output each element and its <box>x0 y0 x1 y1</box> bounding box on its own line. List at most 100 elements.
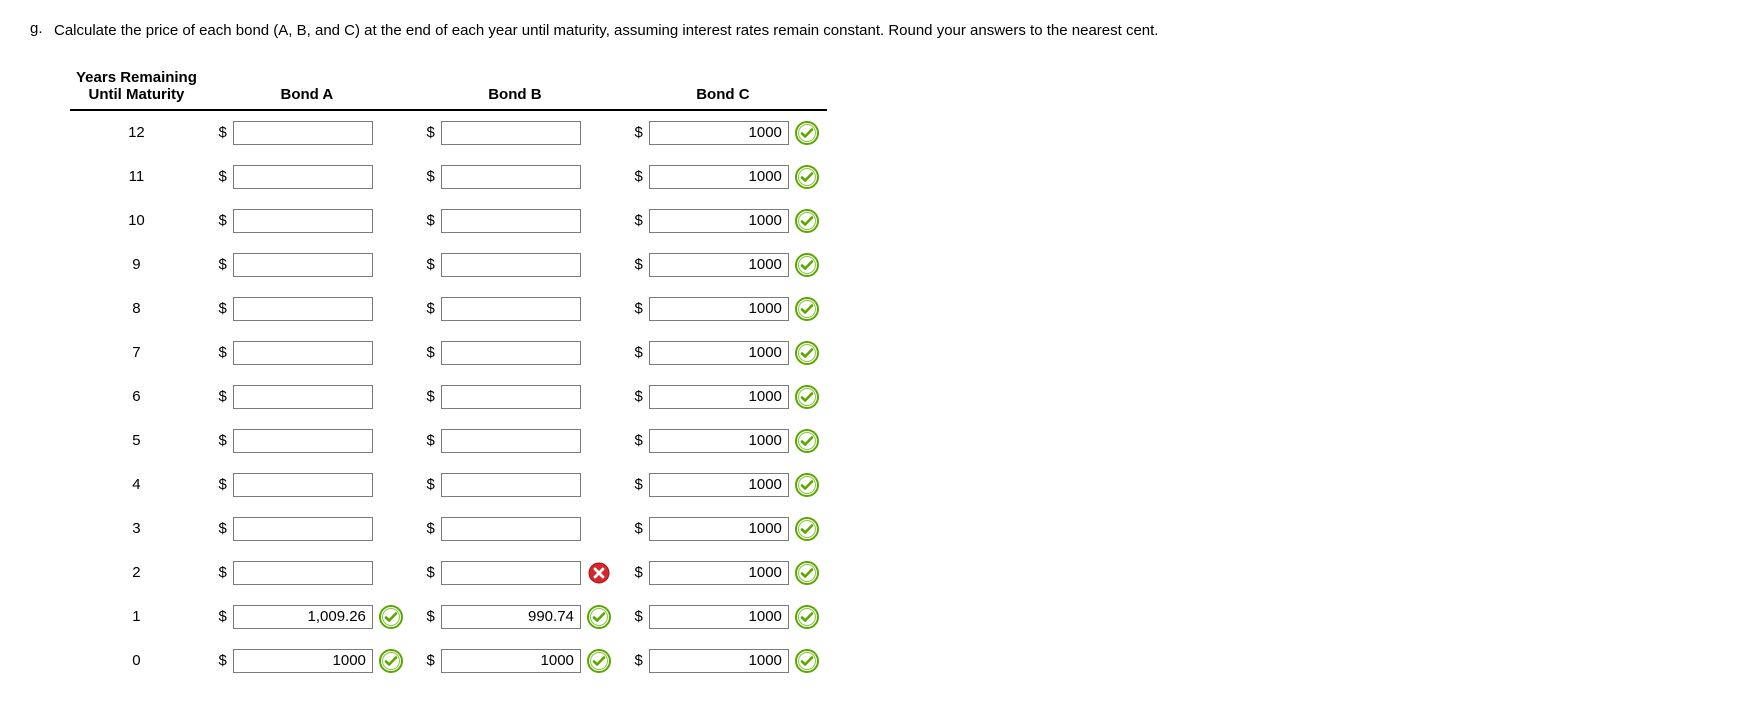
bond-a-input[interactable] <box>233 165 373 189</box>
question-row: g. Calculate the price of each bond (A, … <box>30 20 1716 43</box>
bond-a-input[interactable] <box>233 385 373 409</box>
correct-icon <box>795 561 819 585</box>
bond-c-cell: $ <box>619 375 827 419</box>
bond-b-input[interactable] <box>441 517 581 541</box>
correct-icon <box>795 649 819 673</box>
year-cell: 8 <box>70 287 203 331</box>
table-row: 4$$$ <box>70 463 827 507</box>
currency-symbol: $ <box>419 564 435 581</box>
status-placeholder <box>587 429 611 453</box>
bond-b-cell: $ <box>411 287 619 331</box>
bond-c-input[interactable] <box>649 473 789 497</box>
bond-b-cell: $ <box>411 551 619 595</box>
currency-symbol: $ <box>627 608 643 625</box>
table-row: 11$$$ <box>70 155 827 199</box>
correct-icon <box>795 517 819 541</box>
year-cell: 7 <box>70 331 203 375</box>
bond-b-input[interactable] <box>441 165 581 189</box>
bond-b-input[interactable] <box>441 561 581 585</box>
bond-a-input[interactable] <box>233 473 373 497</box>
bond-c-input[interactable] <box>649 517 789 541</box>
currency-symbol: $ <box>211 608 227 625</box>
bond-a-input[interactable] <box>233 605 373 629</box>
bond-c-input[interactable] <box>649 649 789 673</box>
bond-b-cell: $ <box>411 419 619 463</box>
currency-symbol: $ <box>627 520 643 537</box>
header-bond-a: Bond A <box>203 63 411 110</box>
bond-c-input[interactable] <box>649 165 789 189</box>
bond-c-input[interactable] <box>649 253 789 277</box>
correct-icon <box>795 429 819 453</box>
bond-a-input[interactable] <box>233 297 373 321</box>
bond-b-input[interactable] <box>441 605 581 629</box>
bond-a-input[interactable] <box>233 561 373 585</box>
currency-symbol: $ <box>419 476 435 493</box>
currency-symbol: $ <box>627 652 643 669</box>
bond-b-input[interactable] <box>441 121 581 145</box>
bond-c-input[interactable] <box>649 385 789 409</box>
year-cell: 4 <box>70 463 203 507</box>
bond-b-cell: $ <box>411 155 619 199</box>
status-placeholder <box>379 297 403 321</box>
bond-c-cell: $ <box>619 199 827 243</box>
bond-b-input[interactable] <box>441 253 581 277</box>
bond-c-input[interactable] <box>649 429 789 453</box>
bond-c-input[interactable] <box>649 561 789 585</box>
bond-b-input[interactable] <box>441 297 581 321</box>
bond-a-input[interactable] <box>233 253 373 277</box>
bond-a-cell: $ <box>203 155 411 199</box>
bond-b-input[interactable] <box>441 473 581 497</box>
year-cell: 0 <box>70 639 203 683</box>
bond-a-input[interactable] <box>233 209 373 233</box>
bond-price-table: Years Remaining Until Maturity Bond A Bo… <box>70 63 827 683</box>
currency-symbol: $ <box>211 344 227 361</box>
year-cell: 3 <box>70 507 203 551</box>
bond-b-cell: $ <box>411 463 619 507</box>
status-placeholder <box>379 121 403 145</box>
bond-a-input[interactable] <box>233 517 373 541</box>
table-row: 6$$$ <box>70 375 827 419</box>
status-placeholder <box>587 253 611 277</box>
currency-symbol: $ <box>419 300 435 317</box>
table-row: 8$$$ <box>70 287 827 331</box>
bond-b-input[interactable] <box>441 341 581 365</box>
bond-c-cell: $ <box>619 639 827 683</box>
bond-c-input[interactable] <box>649 209 789 233</box>
bond-a-input[interactable] <box>233 121 373 145</box>
status-placeholder <box>587 385 611 409</box>
bond-c-input[interactable] <box>649 605 789 629</box>
correct-icon <box>587 605 611 629</box>
table-row: 9$$$ <box>70 243 827 287</box>
header-bond-c: Bond C <box>619 63 827 110</box>
year-cell: 12 <box>70 110 203 155</box>
currency-symbol: $ <box>211 476 227 493</box>
status-placeholder <box>587 165 611 189</box>
currency-symbol: $ <box>627 300 643 317</box>
bond-b-input[interactable] <box>441 649 581 673</box>
bond-c-cell: $ <box>619 331 827 375</box>
bond-b-input[interactable] <box>441 385 581 409</box>
currency-symbol: $ <box>211 652 227 669</box>
correct-icon <box>587 649 611 673</box>
bond-a-input[interactable] <box>233 649 373 673</box>
currency-symbol: $ <box>211 168 227 185</box>
bond-a-input[interactable] <box>233 341 373 365</box>
bond-c-input[interactable] <box>649 121 789 145</box>
currency-symbol: $ <box>211 124 227 141</box>
status-placeholder <box>379 385 403 409</box>
year-cell: 2 <box>70 551 203 595</box>
bond-a-cell: $ <box>203 419 411 463</box>
header-years-line1: Years Remaining <box>76 69 197 86</box>
bond-a-input[interactable] <box>233 429 373 453</box>
bond-c-cell: $ <box>619 287 827 331</box>
bond-c-input[interactable] <box>649 341 789 365</box>
bond-b-input[interactable] <box>441 429 581 453</box>
currency-symbol: $ <box>419 652 435 669</box>
currency-symbol: $ <box>419 608 435 625</box>
currency-symbol: $ <box>419 212 435 229</box>
status-placeholder <box>587 341 611 365</box>
bond-b-cell: $ <box>411 595 619 639</box>
year-cell: 5 <box>70 419 203 463</box>
bond-b-input[interactable] <box>441 209 581 233</box>
bond-c-input[interactable] <box>649 297 789 321</box>
